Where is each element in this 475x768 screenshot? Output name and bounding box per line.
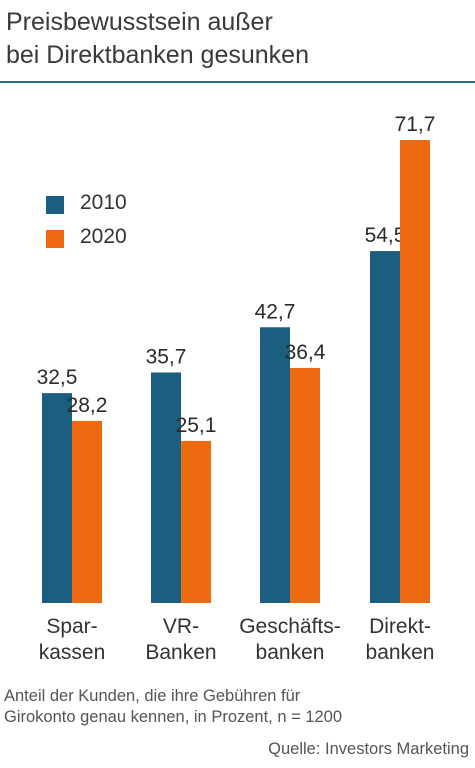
legend-swatch-2020 [46, 230, 64, 248]
category-label-vr-banken: VR- Banken [116, 614, 246, 666]
legend-label-2010: 2010 [80, 191, 127, 214]
value-label-2020-3: 71,7 [395, 113, 436, 136]
title-line-1: Preisbewusstsein außer [6, 8, 273, 36]
bar-2010-3 [370, 251, 400, 603]
title-divider [0, 81, 475, 83]
value-label-2010-1: 35,7 [146, 345, 187, 368]
title-line-2: bei Direktbanken gesunken [6, 41, 309, 69]
value-label-2020-0: 28,2 [67, 394, 108, 417]
category-label-geschaeftsbanken: Geschäfts- banken [225, 614, 355, 666]
bar-2020-2 [290, 367, 320, 603]
note-line-2: Girokonto genau kennen, in Prozent, n = … [4, 708, 343, 726]
bar-2020-1 [181, 440, 211, 603]
value-label-2010-0: 32,5 [37, 366, 78, 389]
category-label-line: banken [255, 641, 325, 664]
value-label-2020-2: 36,4 [285, 341, 326, 364]
category-label-line: VR- [162, 615, 200, 638]
value-label-2010-2: 42,7 [255, 300, 296, 323]
category-label-line: Geschäfts- [239, 615, 341, 638]
category-label-line: kassen [38, 641, 106, 664]
bar-2020-0 [72, 420, 102, 603]
source-credit: Quelle: Investors Marketing [268, 740, 469, 758]
category-label-line: Banken [145, 641, 217, 664]
legend-label-2020: 2020 [80, 225, 127, 248]
chart-note: Anteil der Kunden, die ihre Gebühren für… [4, 686, 472, 728]
note-line-1: Anteil der Kunden, die ihre Gebühren für [4, 687, 301, 705]
category-label-line: Direkt- [369, 615, 431, 638]
value-label-2020-1: 25,1 [176, 414, 217, 437]
bar-2010-2 [260, 327, 290, 603]
category-label-direktbanken: Direkt- banken [335, 614, 465, 666]
category-label-sparkassen: Spar- kassen [7, 614, 137, 666]
legend-swatch-2010 [46, 196, 64, 214]
bar-2010-0 [42, 393, 72, 603]
bar-2020-3 [400, 140, 430, 603]
category-label-line: Spar- [46, 615, 98, 638]
chart-title: Preisbewusstsein außer bei Direktbanken … [6, 6, 466, 72]
bar-2010-1 [151, 372, 181, 603]
category-label-line: banken [365, 641, 435, 664]
value-label-2010-3: 54,5 [365, 224, 406, 247]
